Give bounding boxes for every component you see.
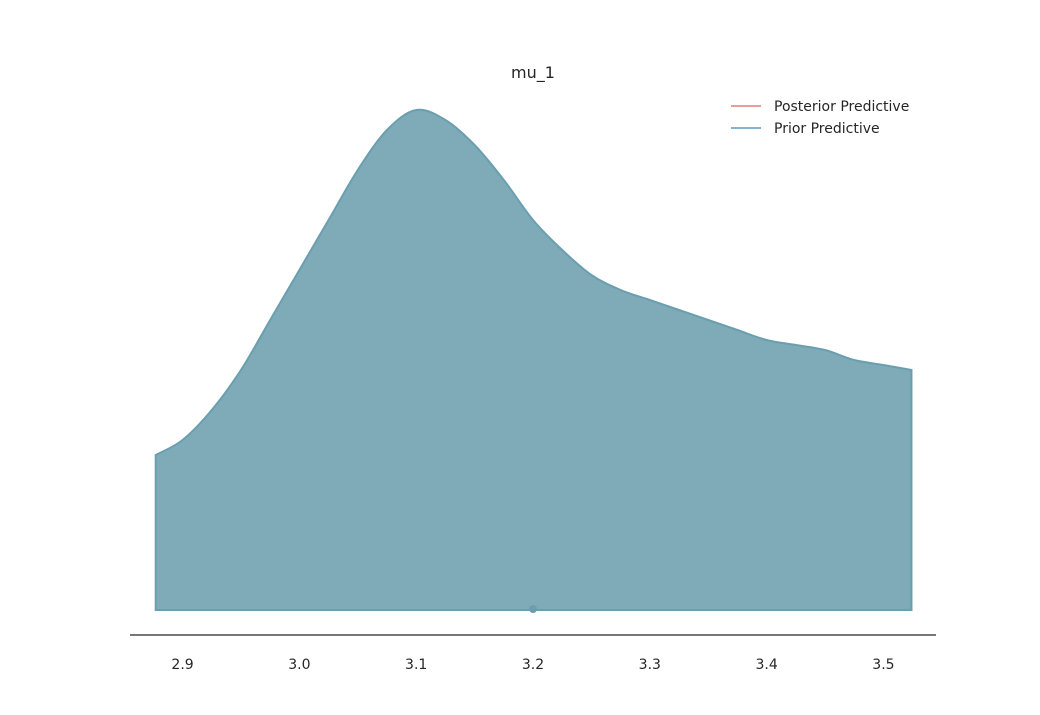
chart-title: mu_1 — [511, 63, 555, 83]
prior-predictive-density — [154, 108, 913, 611]
x-tick-label: 3.3 — [639, 657, 661, 673]
x-tick-labels: 2.9 3.0 3.1 3.2 3.3 3.4 3.5 — [171, 657, 894, 673]
x-tick-label: 3.1 — [405, 657, 427, 673]
x-tick-label: 2.9 — [171, 657, 193, 673]
x-tick-label: 3.5 — [872, 657, 894, 673]
marker-layer — [529, 605, 537, 613]
x-tick-label: 3.0 — [288, 657, 310, 673]
legend: Posterior Predictive Prior Predictive — [731, 99, 909, 137]
density-area-layer — [154, 108, 913, 611]
point-estimate-marker — [529, 605, 537, 613]
x-tick-label: 3.4 — [755, 657, 777, 673]
legend-label: Prior Predictive — [774, 121, 880, 137]
legend-label: Posterior Predictive — [774, 99, 909, 115]
x-tick-label: 3.2 — [522, 657, 544, 673]
